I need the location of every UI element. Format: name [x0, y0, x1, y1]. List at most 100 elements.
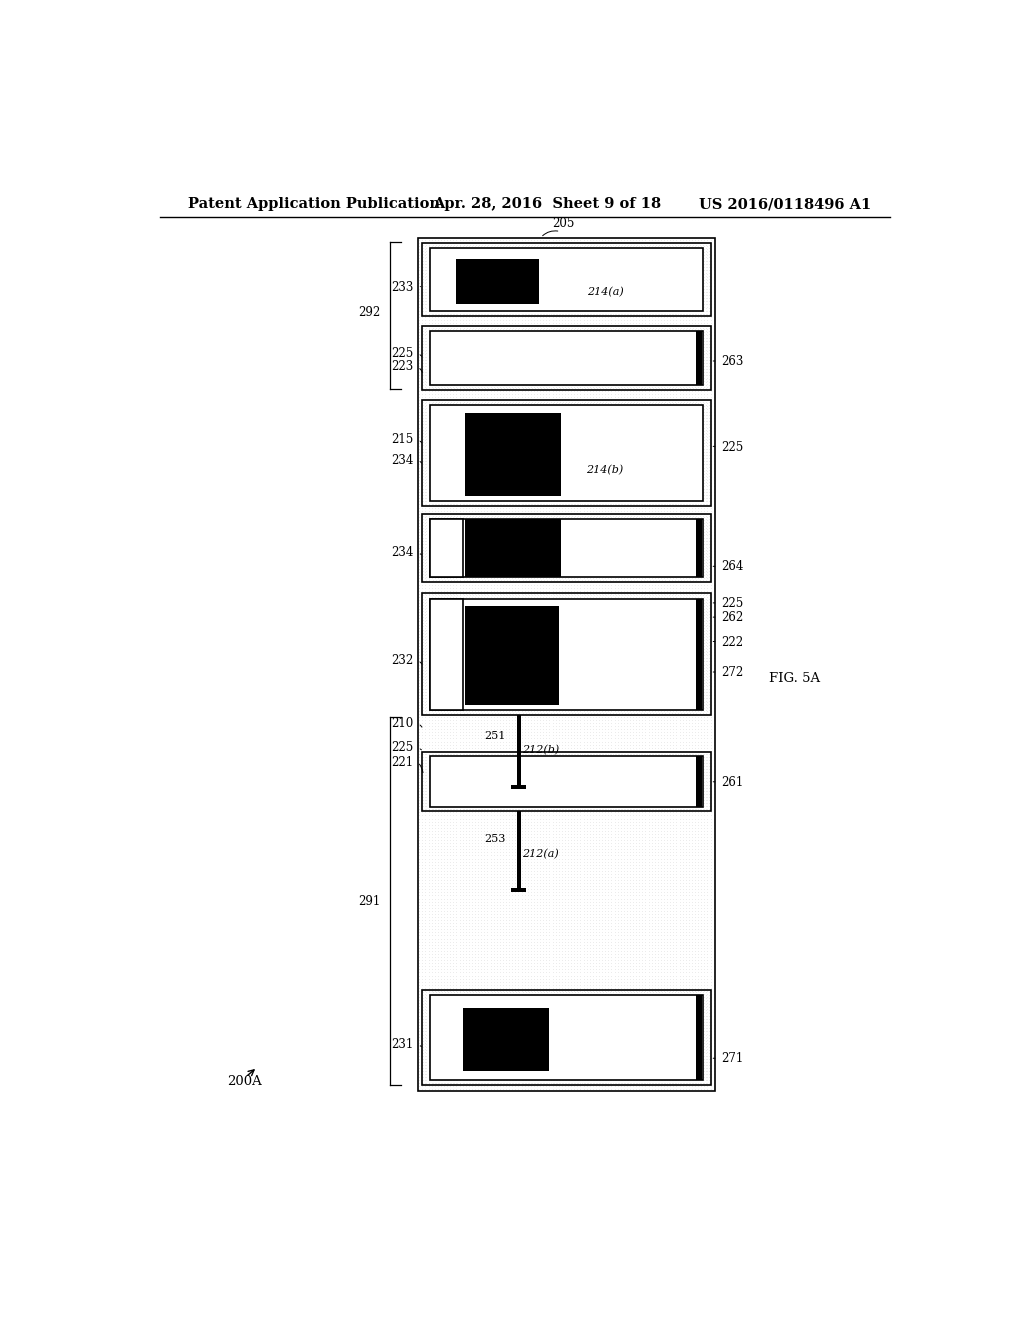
Point	[480, 279, 497, 300]
Point	[445, 727, 462, 748]
Point	[612, 239, 629, 260]
Point	[676, 425, 692, 446]
Point	[612, 660, 629, 681]
Point	[702, 1041, 719, 1063]
Point	[501, 630, 517, 651]
Point	[659, 325, 676, 346]
Point	[437, 450, 454, 471]
Point	[417, 653, 433, 675]
Point	[675, 552, 691, 573]
Point	[694, 631, 711, 652]
Point	[651, 612, 668, 634]
Point	[623, 234, 639, 255]
Point	[648, 475, 665, 496]
Point	[630, 598, 646, 619]
Point	[687, 743, 703, 764]
Point	[595, 494, 611, 515]
Point	[631, 521, 647, 543]
Point	[498, 470, 514, 491]
Point	[421, 279, 437, 300]
Point	[519, 1076, 536, 1097]
Point	[573, 249, 590, 271]
Point	[606, 420, 623, 441]
Point	[564, 1067, 581, 1088]
Point	[633, 999, 649, 1020]
Point	[461, 521, 477, 543]
Point	[631, 808, 647, 829]
Point	[551, 313, 567, 334]
Point	[637, 700, 653, 721]
Point	[702, 396, 719, 417]
Point	[684, 325, 700, 346]
Point	[414, 884, 430, 906]
Point	[519, 660, 536, 681]
Point	[575, 974, 592, 995]
Point	[656, 525, 673, 546]
Point	[493, 521, 509, 543]
Point	[525, 420, 542, 441]
Point	[690, 401, 707, 422]
Point	[468, 543, 484, 564]
Point	[612, 521, 629, 543]
Point	[501, 537, 517, 558]
Point	[548, 269, 564, 290]
Point	[485, 1045, 502, 1067]
Point	[445, 935, 462, 956]
Point	[706, 1078, 722, 1100]
Point	[468, 392, 484, 413]
Point	[615, 882, 632, 903]
Point	[528, 552, 545, 573]
Point	[656, 482, 673, 503]
Point	[424, 334, 440, 355]
Point	[539, 239, 555, 260]
Point	[648, 628, 665, 649]
Point	[566, 389, 583, 411]
Point	[504, 746, 520, 767]
Point	[414, 611, 430, 632]
Point	[535, 297, 551, 318]
Point	[430, 693, 446, 714]
Point	[552, 524, 568, 545]
Point	[606, 424, 623, 445]
Point	[519, 598, 536, 619]
Point	[685, 783, 701, 804]
Point	[651, 438, 668, 459]
Point	[582, 510, 598, 531]
Point	[468, 425, 484, 446]
Point	[577, 672, 593, 693]
Point	[473, 442, 489, 463]
Point	[569, 533, 586, 554]
Point	[424, 279, 440, 300]
Point	[493, 244, 509, 265]
Point	[465, 362, 481, 383]
Point	[516, 334, 532, 355]
Point	[696, 879, 713, 900]
Point	[691, 334, 708, 355]
Point	[474, 1064, 490, 1085]
Point	[622, 771, 638, 792]
Point	[415, 594, 431, 615]
Point	[583, 660, 599, 681]
Point	[659, 681, 676, 702]
Point	[595, 378, 611, 399]
Point	[570, 478, 587, 499]
Point	[489, 404, 506, 425]
Point	[415, 653, 431, 675]
Point	[504, 325, 520, 346]
Point	[676, 755, 692, 776]
Point	[618, 235, 635, 256]
Point	[501, 854, 517, 875]
Point	[542, 1023, 558, 1044]
Point	[569, 672, 586, 693]
Point	[430, 242, 446, 263]
Point	[498, 715, 514, 737]
Point	[519, 574, 536, 595]
Point	[520, 660, 537, 681]
Point	[502, 1020, 518, 1041]
Point	[630, 610, 646, 631]
Point	[477, 521, 494, 543]
Point	[569, 561, 586, 582]
Point	[498, 685, 514, 706]
Point	[443, 561, 460, 582]
Point	[663, 315, 679, 337]
